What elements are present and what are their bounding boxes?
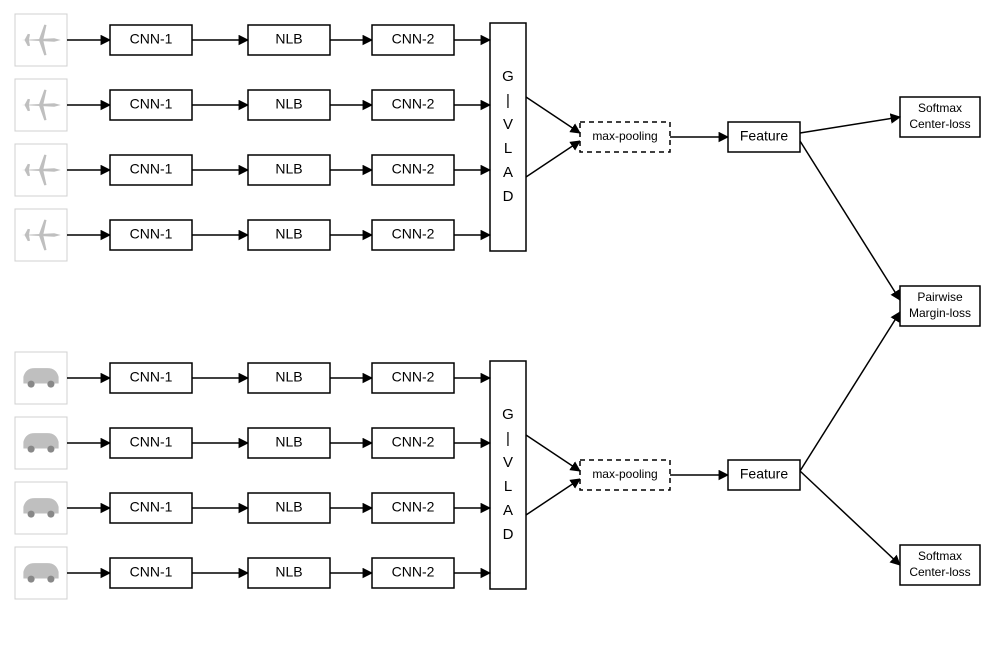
cnn1-label: CNN-1 bbox=[130, 434, 173, 450]
gvlad-label: V bbox=[503, 454, 513, 471]
cnn2-label: CNN-2 bbox=[392, 161, 435, 177]
arrow bbox=[800, 312, 900, 471]
cnn1-label: CNN-1 bbox=[130, 161, 173, 177]
gvlad-box bbox=[490, 361, 526, 589]
gvlad-label: | bbox=[506, 92, 510, 109]
feature-label: Feature bbox=[740, 128, 788, 144]
gvlad-label: D bbox=[503, 188, 514, 205]
gvlad-label: L bbox=[504, 140, 512, 157]
nlb-label: NLB bbox=[275, 434, 302, 450]
gvlad-label: A bbox=[503, 502, 513, 519]
arrow bbox=[800, 141, 900, 300]
gvlad-box bbox=[490, 23, 526, 251]
nlb-label: NLB bbox=[275, 499, 302, 515]
arrow bbox=[800, 117, 900, 133]
nlb-label: NLB bbox=[275, 96, 302, 112]
cnn2-label: CNN-2 bbox=[392, 434, 435, 450]
gvlad-label: L bbox=[504, 478, 512, 495]
nlb-label: NLB bbox=[275, 369, 302, 385]
gvlad-label: D bbox=[503, 526, 514, 543]
cnn1-label: CNN-1 bbox=[130, 369, 173, 385]
gvlad-label: G bbox=[502, 68, 514, 85]
nlb-label: NLB bbox=[275, 564, 302, 580]
feature-label: Feature bbox=[740, 466, 788, 482]
cnn1-label: CNN-1 bbox=[130, 31, 173, 47]
cnn1-label: CNN-1 bbox=[130, 96, 173, 112]
softmax-label1: Softmax bbox=[918, 101, 962, 115]
pairwise-label2: Margin-loss bbox=[909, 306, 971, 320]
cnn2-label: CNN-2 bbox=[392, 226, 435, 242]
cnn2-label: CNN-2 bbox=[392, 31, 435, 47]
architecture-diagram: G|VLADCNN-1NLBCNN-2CNN-1NLBCNN-2CNN-1NLB… bbox=[0, 0, 1000, 669]
softmax-label2: Center-loss bbox=[909, 565, 970, 579]
nlb-label: NLB bbox=[275, 161, 302, 177]
softmax-label2: Center-loss bbox=[909, 117, 970, 131]
gvlad-label: A bbox=[503, 164, 513, 181]
cnn2-label: CNN-2 bbox=[392, 564, 435, 580]
nlb-label: NLB bbox=[275, 31, 302, 47]
arrow bbox=[526, 141, 580, 177]
cnn1-label: CNN-1 bbox=[130, 499, 173, 515]
softmax-label1: Softmax bbox=[918, 549, 962, 563]
nlb-label: NLB bbox=[275, 226, 302, 242]
gvlad-label: | bbox=[506, 430, 510, 447]
cnn2-label: CNN-2 bbox=[392, 369, 435, 385]
arrow bbox=[526, 479, 580, 515]
pairwise-label1: Pairwise bbox=[917, 290, 963, 304]
maxpool-label: max-pooling bbox=[592, 467, 657, 481]
arrow bbox=[800, 471, 900, 565]
cnn1-label: CNN-1 bbox=[130, 226, 173, 242]
gvlad-label: G bbox=[502, 406, 514, 423]
arrow bbox=[526, 97, 580, 133]
maxpool-label: max-pooling bbox=[592, 129, 657, 143]
arrow bbox=[526, 435, 580, 471]
cnn2-label: CNN-2 bbox=[392, 96, 435, 112]
gvlad-label: V bbox=[503, 116, 513, 133]
cnn2-label: CNN-2 bbox=[392, 499, 435, 515]
cnn1-label: CNN-1 bbox=[130, 564, 173, 580]
